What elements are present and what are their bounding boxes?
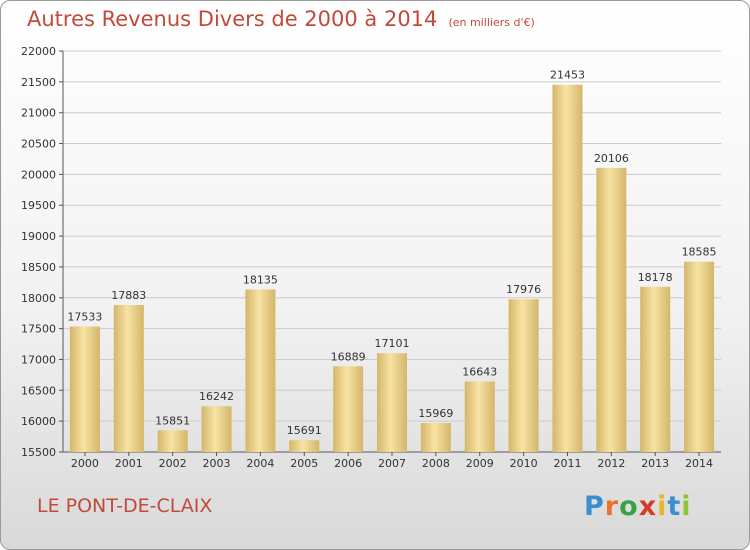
value-label-2010: 17976: [506, 283, 541, 296]
x-tick-label-2004: 2004: [246, 457, 274, 470]
y-tick-label: 19500: [21, 199, 56, 212]
value-label-2008: 15969: [418, 407, 453, 420]
y-tick-label: 18500: [21, 261, 56, 274]
value-label-2011: 21453: [550, 69, 585, 82]
y-tick-label: 21000: [21, 107, 56, 120]
value-label-2001: 17883: [111, 289, 146, 302]
bar-2009: [464, 381, 495, 452]
location-label: LE PONT-DE-CLAIX: [37, 495, 213, 517]
bar-2004: [245, 289, 276, 452]
y-tick-label: 16500: [21, 384, 56, 397]
y-tick-labels: 15500 16000 16500 17000 17500 18000 18500 19000…: [21, 45, 56, 459]
x-tick-label-2008: 2008: [422, 457, 450, 470]
x-tick-labels: 2000 2001 2002 2003 2004 2005 2006 2007 2008 2009…: [71, 452, 713, 470]
y-tick-label: 16000: [21, 415, 56, 428]
logo-letter: i: [681, 491, 692, 522]
y-tick-label: 19000: [21, 230, 56, 243]
x-tick-label-2001: 2001: [115, 457, 143, 470]
x-tick-label-2010: 2010: [510, 457, 538, 470]
logo-letter: x: [638, 491, 658, 522]
value-label-2006: 16889: [331, 350, 366, 363]
x-tick-label-2012: 2012: [597, 457, 625, 470]
value-label-2012: 20106: [594, 152, 629, 165]
y-tick-label: 18000: [21, 292, 56, 305]
y-tick-label: 20000: [21, 168, 56, 181]
logo-letter: r: [604, 491, 620, 522]
chart-title: Autres Revenus Divers de 2000 à 2014 (en…: [27, 7, 535, 31]
value-label-2002: 15851: [155, 414, 190, 427]
value-label-2009: 16643: [462, 365, 497, 378]
bar-2005: [289, 440, 320, 452]
y-tick-label: 21500: [21, 76, 56, 89]
bar-2007: [377, 353, 407, 452]
logo-letter: t: [667, 491, 682, 522]
bar-2010: [508, 299, 539, 452]
value-label-2003: 16242: [199, 390, 234, 403]
value-label-2005: 15691: [287, 424, 322, 437]
logo-letter: i: [657, 491, 668, 522]
x-tick-label-2013: 2013: [641, 457, 669, 470]
value-label-2007: 17101: [375, 337, 410, 350]
bar-2012: [596, 167, 627, 453]
chart-unit-note: (en milliers d'€): [448, 16, 535, 29]
x-tick-label-2002: 2002: [159, 457, 187, 470]
value-label-2000: 17533: [67, 311, 102, 324]
x-tick-label-2007: 2007: [378, 457, 406, 470]
bar-2013: [640, 286, 671, 452]
chart-title-text: Autres Revenus Divers de 2000 à 2014: [27, 7, 438, 31]
bar-2001: [113, 304, 144, 452]
bars: [69, 84, 715, 453]
x-tick-label-2011: 2011: [553, 457, 581, 470]
x-tick-label-2014: 2014: [685, 457, 713, 470]
bar-2006: [333, 366, 364, 452]
x-tick-label-2006: 2006: [334, 457, 362, 470]
logo-letter: o: [619, 491, 639, 522]
x-tick-label-2009: 2009: [466, 457, 494, 470]
x-tick-label-2005: 2005: [290, 457, 318, 470]
x-tick-label-2003: 2003: [203, 457, 231, 470]
bar-2003: [201, 406, 232, 452]
bar-2002: [157, 430, 188, 452]
y-tick-label: 15500: [21, 446, 56, 459]
y-tick-label: 20500: [21, 138, 56, 151]
y-tick-label: 22000: [21, 45, 56, 58]
y-tick-label: 17500: [21, 323, 56, 336]
value-label-2004: 18135: [243, 273, 278, 286]
bar-2008: [420, 423, 451, 452]
bar-2011: [552, 84, 583, 452]
x-tick-label-2000: 2000: [71, 457, 99, 470]
bar-2014: [684, 261, 715, 452]
y-tick-label: 17000: [21, 353, 56, 366]
proxiti-logo: Proxiti: [584, 491, 692, 522]
logo-letter: P: [584, 491, 605, 522]
bar-2000: [69, 326, 100, 452]
value-label-2013: 18178: [638, 271, 673, 284]
value-labels: 17533 17883 15851 16242 18135 15691 16889 17101…: [67, 69, 716, 437]
value-label-2014: 18585: [682, 246, 717, 259]
